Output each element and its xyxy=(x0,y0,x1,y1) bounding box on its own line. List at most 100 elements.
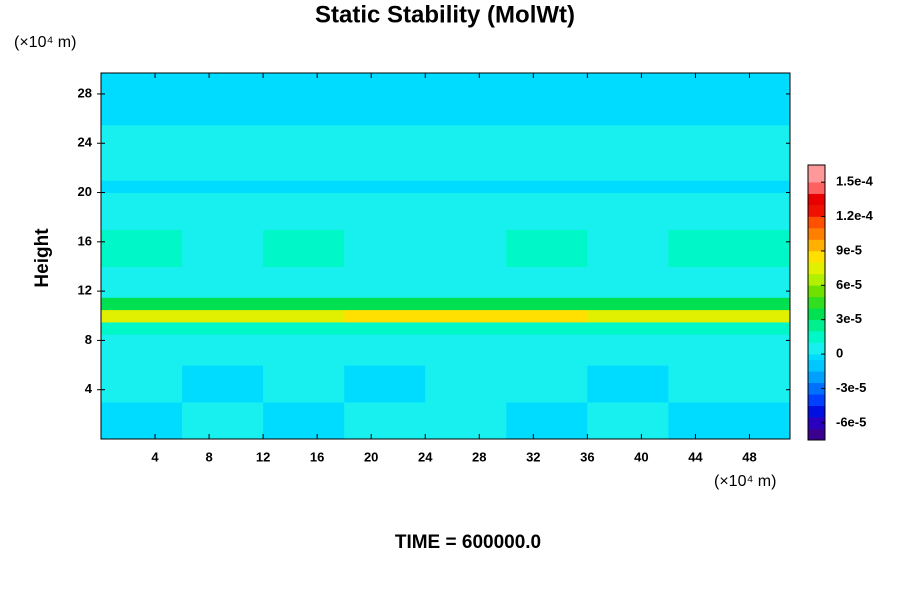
heatmap-cell xyxy=(263,297,345,311)
heatmap-cell xyxy=(344,297,426,311)
heatmap-cell xyxy=(506,334,588,366)
heatmap-cell xyxy=(668,334,791,366)
heatmap-cell xyxy=(344,365,426,403)
colorbar-frame xyxy=(807,164,826,441)
x-tick-label: 20 xyxy=(364,449,378,464)
heatmap-cell xyxy=(344,334,426,366)
heatmap-cell xyxy=(506,180,588,194)
heatmap-cell xyxy=(263,124,345,181)
heatmap-cell xyxy=(506,124,588,181)
heatmap-cell xyxy=(344,124,426,181)
heatmap-cell xyxy=(668,402,791,440)
plot-frame xyxy=(100,72,791,440)
x-tick-label: 44 xyxy=(688,449,703,464)
colorbar-band xyxy=(808,394,825,406)
colorbar-band xyxy=(808,193,825,206)
heatmap-cell xyxy=(425,180,507,194)
heatmap-cell xyxy=(587,192,669,231)
heatmap-cell xyxy=(101,229,183,267)
colorbar-band xyxy=(808,428,825,441)
heatmap-cell xyxy=(425,266,507,298)
footer: TIME = 600000.0 xyxy=(395,532,541,553)
heatmap-cell xyxy=(101,73,183,126)
heatmap-cell xyxy=(506,73,588,126)
x-unit: (×10⁴ m) xyxy=(714,473,776,490)
heatmap-cell xyxy=(587,365,669,403)
chart-title: Static Stability (MolWt) xyxy=(315,1,575,28)
y-tick-label: 12 xyxy=(78,283,92,298)
y-tick-label: 28 xyxy=(78,85,92,100)
colorbar-band xyxy=(808,273,825,286)
y-tick-label: 4 xyxy=(85,381,93,396)
colorbar-band xyxy=(808,371,825,384)
heatmap-cell xyxy=(587,321,669,335)
y-tick-label: 24 xyxy=(78,135,93,150)
heatmap-cell xyxy=(425,192,507,231)
heatmap-cell xyxy=(425,229,507,267)
heatmap-cell xyxy=(587,309,669,323)
colorbar-band xyxy=(808,239,825,252)
colorbar-band xyxy=(808,405,825,418)
colorbar-tick-label: 1.5e-4 xyxy=(836,174,874,189)
heatmap-cell xyxy=(506,321,588,335)
heatmap-cell xyxy=(425,321,507,335)
heatmap-cell xyxy=(668,266,791,298)
heatmap-cell xyxy=(101,402,183,440)
heatmap-cell xyxy=(263,192,345,231)
heatmap-cell xyxy=(587,402,669,440)
heatmap-cell xyxy=(101,180,183,194)
heatmap-cell xyxy=(506,192,588,231)
heatmap-cell xyxy=(263,73,345,126)
heatmap-cell xyxy=(182,192,264,231)
heatmap-cell xyxy=(587,73,669,126)
colorbar-band xyxy=(808,319,825,332)
heatmap-cell xyxy=(425,402,507,440)
colorbar-band xyxy=(808,308,825,320)
heatmap-cell xyxy=(587,180,669,194)
heatmap-cell xyxy=(344,321,426,335)
x-tick-label: 36 xyxy=(580,449,594,464)
y-tick-label: 16 xyxy=(78,233,92,248)
heatmap-cell xyxy=(506,297,588,311)
x-tick-label: 48 xyxy=(742,449,756,464)
heatmap-cell xyxy=(182,309,264,323)
colorbar-band xyxy=(808,228,825,240)
x-tick-label: 32 xyxy=(526,449,540,464)
heatmap-cell xyxy=(668,180,791,194)
heatmap-cell xyxy=(263,402,345,440)
heatmap-cell xyxy=(101,321,183,335)
colorbar-band xyxy=(808,382,825,395)
heatmap-cell xyxy=(425,334,507,366)
heatmap-cell xyxy=(101,192,183,231)
x-tick-label: 12 xyxy=(256,449,270,464)
heatmap-cell xyxy=(263,266,345,298)
colorbar-band xyxy=(808,216,825,229)
heatmap-cell xyxy=(506,266,588,298)
heatmap-cell xyxy=(182,229,264,267)
heatmap-cell xyxy=(182,365,264,403)
colorbar-tick-label: 3e-5 xyxy=(836,311,862,326)
heatmap-cell xyxy=(425,309,507,323)
heatmap-cell xyxy=(182,297,264,311)
colorbar-band xyxy=(808,205,825,217)
colorbar-band xyxy=(808,285,825,298)
heatmap-cell xyxy=(506,402,588,440)
colorbar-band xyxy=(808,296,825,309)
colorbar-band xyxy=(808,331,825,343)
heatmap-cell xyxy=(263,180,345,194)
y-unit: (×10⁴ m) xyxy=(14,34,76,51)
colorbar-tick-label: 0 xyxy=(836,346,843,361)
heatmap-cell xyxy=(668,309,791,323)
heatmap-cell xyxy=(344,266,426,298)
heatmap-cell xyxy=(263,365,345,403)
heatmap-cell xyxy=(425,297,507,311)
colorbar-band xyxy=(808,165,825,183)
colorbar-band xyxy=(808,342,825,355)
heatmap-cell xyxy=(101,297,183,311)
heatmap-cell xyxy=(101,365,183,403)
heatmap-cell xyxy=(101,124,183,181)
x-tick-label: 24 xyxy=(418,449,433,464)
x-tick-label: 4 xyxy=(151,449,159,464)
x-tick-label: 8 xyxy=(205,449,212,464)
